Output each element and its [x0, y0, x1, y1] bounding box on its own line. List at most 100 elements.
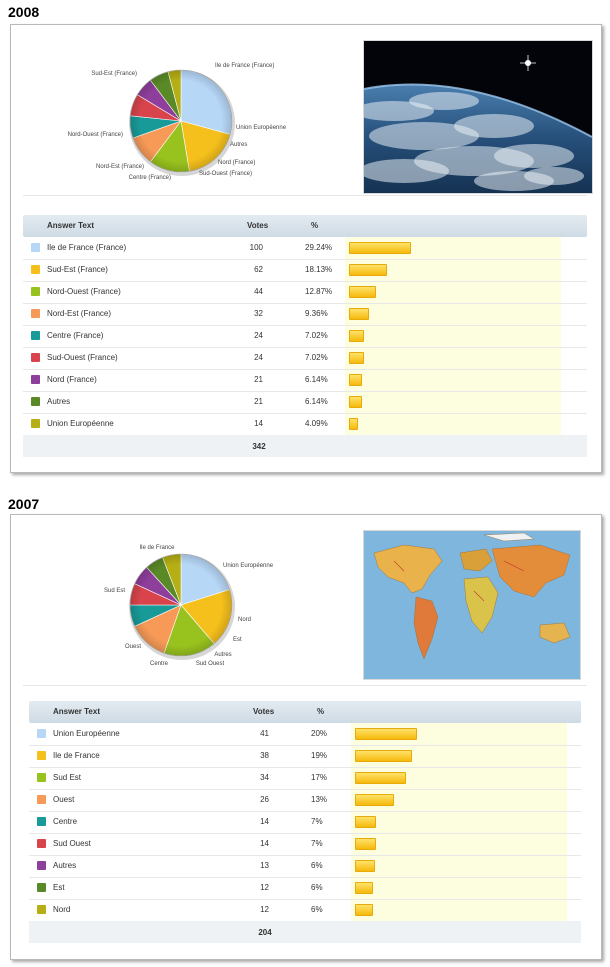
- legend-swatch: [31, 265, 40, 274]
- vote-percent: 6.14%: [305, 397, 328, 406]
- answer-label: Nord: [53, 905, 71, 914]
- vote-percent: 13%: [311, 795, 328, 804]
- legend-swatch: [37, 773, 46, 782]
- pie-label: Sud Ouest: [196, 661, 225, 667]
- table-row: Nord 12 6%: [29, 899, 581, 922]
- table-row: Nord-Est (France) 32 9.36%: [23, 303, 587, 326]
- divider: [23, 685, 587, 686]
- vote-percent: 7.02%: [305, 353, 328, 362]
- vote-bar: [355, 794, 394, 806]
- legend-swatch: [37, 905, 46, 914]
- vote-bar: [349, 242, 411, 254]
- vote-count: 26: [260, 795, 269, 804]
- pie-label: Nord-Est (France): [96, 164, 144, 170]
- vote-percent: 18.13%: [305, 265, 333, 274]
- header-answer-text: Answer Text: [47, 221, 94, 230]
- answer-label: Est: [53, 883, 65, 892]
- total-row: 342: [23, 435, 587, 457]
- vote-percent: 6%: [311, 905, 323, 914]
- world-map-image: [363, 530, 581, 680]
- vote-bar: [349, 374, 362, 386]
- pie-label: Union Européenne: [223, 563, 274, 569]
- vote-bar: [355, 904, 373, 916]
- answer-label: Autres: [47, 397, 71, 406]
- table-row: Ouest 26 13%: [29, 789, 581, 812]
- results-table: Answer Text Votes% Union Européenne 41 20% Il…: [29, 701, 581, 943]
- vote-count: 24: [254, 353, 263, 362]
- vote-count: 24: [254, 331, 263, 340]
- header-percent: %: [311, 221, 319, 230]
- answer-label: Autres: [53, 861, 77, 870]
- year-heading-2007: 2007: [8, 496, 40, 512]
- poll-panel-2007: Union Européenne Ile de France Sud Est Oues…: [10, 514, 602, 960]
- vote-bar: [355, 860, 375, 872]
- pie-label: Autres: [230, 142, 247, 148]
- legend-swatch: [31, 353, 40, 362]
- answer-label: Ile de France (France): [47, 243, 127, 252]
- vote-count: 32: [254, 309, 263, 318]
- vote-percent: 19%: [311, 751, 328, 760]
- vote-bar: [355, 772, 406, 784]
- results-table: Answer Text Votes% Ile de France (France) 1…: [23, 215, 587, 457]
- vote-count: 12: [260, 883, 269, 892]
- vote-percent: 7.02%: [305, 331, 328, 340]
- answer-label: Ouest: [53, 795, 75, 804]
- pie-chart: Union Européenne Ile de France Sud Est Oues…: [104, 545, 274, 667]
- vote-bar: [349, 418, 358, 430]
- legend-swatch: [37, 861, 46, 870]
- legend-swatch: [37, 817, 46, 826]
- poll-panel-2008: Ile de France (France) Sud-Est (France) No…: [10, 24, 602, 473]
- pie-label: Sud-Est (France): [91, 71, 137, 77]
- answer-label: Centre (France): [47, 331, 104, 340]
- earth-photo: [363, 40, 593, 194]
- pie-label: Nord (France): [218, 160, 255, 166]
- legend-swatch: [31, 243, 40, 252]
- pie-label: Ile de France: [139, 545, 175, 551]
- table-row: Sud Est 34 17%: [29, 767, 581, 790]
- vote-count: 100: [249, 243, 263, 252]
- vote-percent: 7%: [311, 839, 323, 848]
- vote-bar: [355, 750, 412, 762]
- pie-label: Sud-Ouest (France): [199, 171, 252, 177]
- vote-count: 21: [254, 375, 263, 384]
- table-row: Sud Ouest 14 7%: [29, 833, 581, 856]
- pie-label: Est: [233, 637, 242, 643]
- pie-label: Autres: [214, 652, 231, 658]
- answer-label: Nord-Est (France): [47, 309, 112, 318]
- vote-count: 62: [254, 265, 263, 274]
- vote-count: 34: [260, 773, 269, 782]
- legend-swatch: [37, 839, 46, 848]
- pie-label: Nord-Ouest (France): [68, 132, 123, 138]
- vote-bar: [349, 308, 369, 320]
- vote-percent: 29.24%: [305, 243, 333, 252]
- divider: [23, 195, 587, 196]
- vote-bar: [349, 330, 364, 342]
- vote-percent: 4.09%: [305, 419, 328, 428]
- vote-count: 12: [260, 905, 269, 914]
- answer-label: Nord-Ouest (France): [47, 287, 121, 296]
- pie-label: Centre: [150, 661, 169, 667]
- answer-label: Sud Est: [53, 773, 82, 782]
- total-row: 204: [29, 921, 581, 943]
- answer-label: Sud-Ouest (France): [47, 353, 118, 362]
- table-row: Ile de France 38 19%: [29, 745, 581, 768]
- legend-swatch: [31, 287, 40, 296]
- table-row: Nord (France) 21 6.14%: [23, 369, 587, 392]
- vote-bar: [349, 396, 362, 408]
- vote-percent: 6%: [311, 861, 323, 870]
- table-row: Centre (France) 24 7.02%: [23, 325, 587, 348]
- year-heading-2008: 2008: [8, 4, 40, 20]
- answer-label: Sud Ouest: [53, 839, 91, 848]
- vote-bar: [355, 816, 376, 828]
- vote-bar: [355, 728, 417, 740]
- table-header: Answer Text Votes%: [29, 701, 581, 723]
- answer-label: Nord (France): [47, 375, 97, 384]
- answer-label: Union Européenne: [47, 419, 114, 428]
- pie-chart: Ile de France (France) Sud-Est (France) No…: [68, 63, 287, 181]
- legend-swatch: [31, 331, 40, 340]
- vote-count: 14: [254, 419, 263, 428]
- vote-count: 14: [260, 839, 269, 848]
- legend-swatch: [37, 751, 46, 760]
- vote-bar: [349, 352, 364, 364]
- header-votes: Votes: [247, 221, 269, 230]
